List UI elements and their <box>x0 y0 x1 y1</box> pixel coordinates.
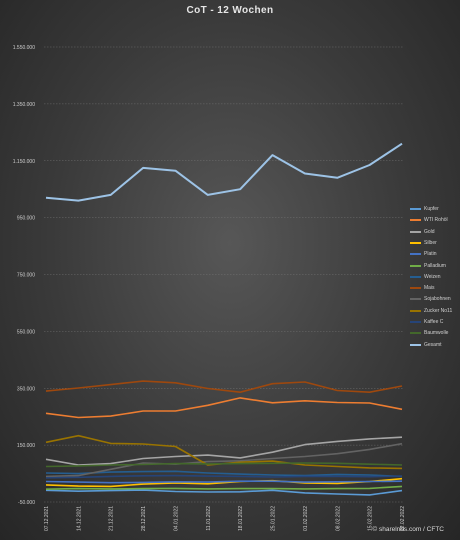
legend-swatch <box>410 298 421 301</box>
gridlines <box>44 46 404 503</box>
credit: © sharelnbs.com / CFTC <box>372 526 444 533</box>
x-axis-ticks: 07.12.2021 14.12.2021 21.12.2021 28.12.2021… <box>44 506 406 531</box>
x-tick-label: 08.02.2022 <box>335 506 341 531</box>
legend-label: Weizen <box>424 273 441 280</box>
legend-swatch <box>410 219 421 222</box>
series-line-weizen <box>45 470 403 478</box>
series-lines <box>45 142 403 496</box>
legend-swatch <box>410 230 421 233</box>
y-tick-label: 150.000 <box>17 443 35 449</box>
y-tick-label: 350.000 <box>17 386 35 392</box>
series-line-kaffee-c <box>45 474 403 479</box>
x-tick-label: 15.02.2022 <box>368 506 374 531</box>
legend-swatch <box>410 241 421 244</box>
y-tick-label: 1.550.000 <box>13 45 35 51</box>
x-tick-label: 22.02.2022 <box>400 506 406 531</box>
legend-label: Zucker No11 <box>424 307 453 314</box>
x-tick-label: 11.01.2022 <box>206 506 212 531</box>
series-line-sojabohnen <box>45 442 403 478</box>
x-tick-label: 18.01.2022 <box>238 506 244 531</box>
y-tick-label: 1.150.000 <box>13 159 35 165</box>
legend-swatch <box>410 321 421 323</box>
y-tick-label: -50.000 <box>18 500 35 506</box>
x-tick-label: 07.12.2021 <box>44 506 50 531</box>
legend-swatch <box>410 264 421 267</box>
y-tick-label: 550.000 <box>17 329 35 335</box>
legend-swatch <box>410 208 421 210</box>
legend-label: Sojabohnen <box>424 296 451 303</box>
legend-swatch <box>410 332 421 335</box>
legend-swatch <box>410 275 421 278</box>
legend-label: Gold <box>424 228 435 235</box>
legend-swatch <box>410 343 421 346</box>
series-line-silber <box>45 477 403 488</box>
series-line-gold <box>45 436 403 466</box>
y-tick-label: 1.350.000 <box>13 102 35 108</box>
legend-label: Silber <box>424 239 437 246</box>
legend-label: Platin <box>424 251 437 258</box>
legend-label: Mais <box>424 285 435 292</box>
x-tick-label: 04.01.2022 <box>173 506 179 531</box>
series-line-gesamt <box>45 142 403 202</box>
legend-label: Kaffee C <box>424 319 444 325</box>
x-tick-label: 14.12.2021 <box>76 506 82 531</box>
y-tick-label: 950.000 <box>17 216 35 222</box>
x-tick-label: 01.02.2022 <box>303 506 309 531</box>
legend-label: Gesamt <box>424 341 442 348</box>
series-line-palladium <box>45 485 403 490</box>
y-tick-label: 750.000 <box>17 273 35 279</box>
legend-label: WTI Rohöl <box>424 217 448 224</box>
x-tick-label: 21.12.2021 <box>109 506 115 531</box>
legend-label: Kupfer <box>424 206 439 212</box>
legend: Kupfer WTI Rohöl Gold Silber Platin Palladium… <box>410 0 460 540</box>
series-line-baumwolle <box>45 462 403 468</box>
legend-swatch <box>410 287 421 290</box>
series-line-kupfer <box>45 489 403 496</box>
x-tick-label: 28.12.2021 <box>141 506 147 531</box>
legend-swatch <box>410 253 421 256</box>
series-line-platin <box>45 480 403 484</box>
legend-label: Palladium <box>424 262 446 269</box>
y-axis-ticks: -50.000 150.000 350.000 550.000 750.000 950.0… <box>13 45 35 506</box>
legend-label: Baumwolle <box>424 330 449 337</box>
legend-swatch <box>410 309 421 312</box>
series-line-wti-roh-l <box>45 397 403 419</box>
chart-title: CoT - 12 Wochen <box>186 5 274 16</box>
series-line-mais <box>45 380 403 394</box>
x-tick-label: 25.01.2022 <box>271 506 277 531</box>
